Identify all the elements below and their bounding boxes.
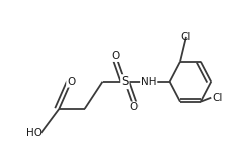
Text: NH: NH — [141, 77, 156, 87]
Text: Cl: Cl — [181, 32, 191, 42]
Text: O: O — [67, 77, 75, 87]
Text: Cl: Cl — [212, 93, 222, 103]
Text: HO: HO — [26, 128, 42, 138]
Text: O: O — [130, 102, 138, 112]
Text: O: O — [112, 51, 120, 61]
Text: S: S — [121, 75, 128, 88]
